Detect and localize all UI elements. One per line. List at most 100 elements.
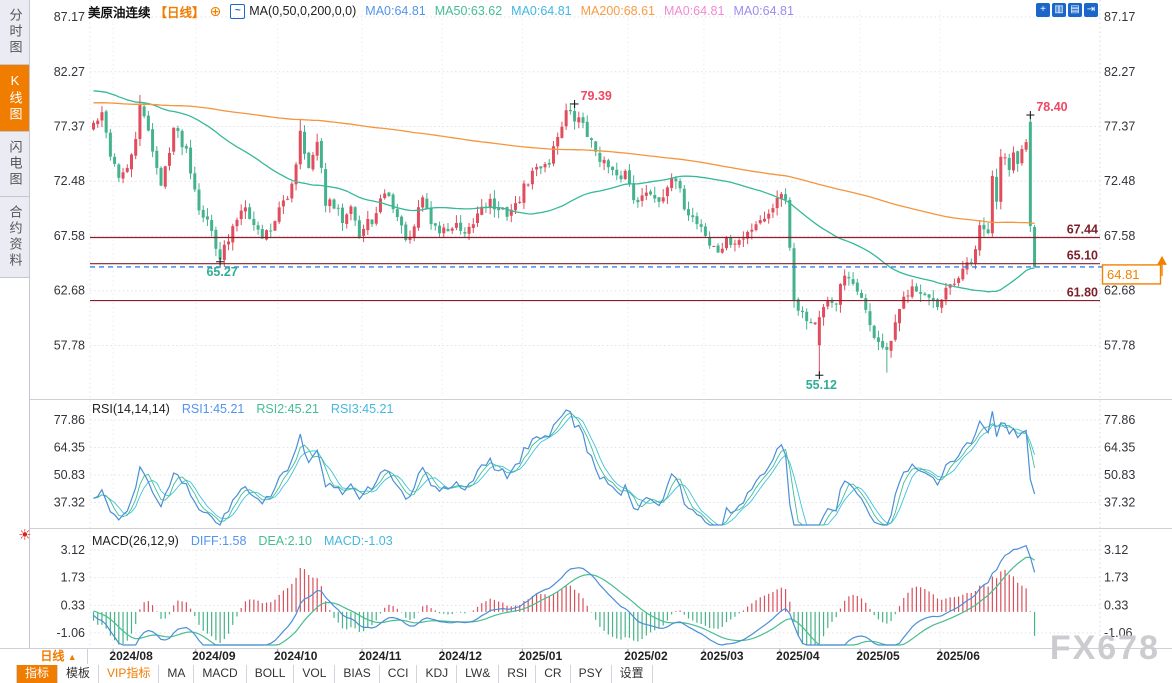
rsi2-line	[93, 412, 1036, 526]
ma-dialog-icon[interactable]: ~	[230, 3, 246, 19]
svg-text:2024/12: 2024/12	[439, 649, 483, 663]
svg-text:61.80: 61.80	[1067, 286, 1098, 300]
svg-text:3.12: 3.12	[1104, 543, 1128, 557]
svg-text:67.58: 67.58	[1104, 229, 1135, 243]
svg-text:2025/01: 2025/01	[519, 649, 563, 663]
toolbar-button-cr[interactable]: CR	[536, 665, 571, 683]
candles-layer	[92, 94, 1037, 376]
toolbar-button-ma[interactable]: MA	[159, 665, 195, 683]
rsi-header: RSI(14,14,14) RSI1:45.21 RSI2:45.21 RSI3…	[92, 401, 393, 416]
sidebar-item-label: K线图	[7, 73, 23, 123]
toolbar-button-kdj[interactable]: KDJ	[417, 665, 458, 683]
svg-text:0.33: 0.33	[61, 598, 85, 612]
ma-value-3: MA200:68.61	[580, 4, 655, 18]
ma-value-5: MA0:64.81	[733, 4, 794, 18]
svg-text:67.44: 67.44	[1067, 223, 1098, 237]
left-sidebar: 分时图 K线图 闪电图 合约资料	[0, 0, 30, 648]
rsi-formula: RSI(14,14,14)	[92, 401, 170, 416]
macd-formula: MACD(26,12,9)	[92, 533, 179, 548]
current-price-arrow	[1157, 255, 1167, 265]
sidebar-item-label: 分时图	[7, 8, 23, 56]
ma-value-4: MA0:64.81	[664, 4, 725, 18]
svg-text:2024/10: 2024/10	[274, 649, 318, 663]
svg-text:-1.06: -1.06	[57, 626, 86, 640]
toolbar-button-rsi[interactable]: RSI	[499, 665, 537, 683]
svg-text:57.78: 57.78	[1104, 338, 1135, 352]
svg-text:50.83: 50.83	[54, 468, 85, 482]
macd-diff-line	[93, 544, 1036, 646]
svg-text:2025/06: 2025/06	[937, 649, 981, 663]
svg-text:2024/09: 2024/09	[192, 649, 236, 663]
compare-plus-icon[interactable]: ⊕	[209, 2, 222, 19]
rsi3-value: RSI3:45.21	[330, 401, 394, 416]
sidebar-item-lightning-chart[interactable]: 闪电图	[0, 132, 29, 197]
svg-text:57.78: 57.78	[54, 338, 85, 352]
svg-text:0.33: 0.33	[1104, 598, 1128, 612]
toolbar-button-cci[interactable]: CCI	[380, 665, 418, 683]
sidebar-item-kline-chart[interactable]: K线图	[0, 65, 29, 132]
svg-text:62.68: 62.68	[1104, 284, 1135, 298]
svg-text:2024/08: 2024/08	[109, 649, 153, 663]
toolbar-button-boll[interactable]: BOLL	[247, 665, 295, 683]
svg-text:65.10: 65.10	[1067, 249, 1098, 263]
svg-text:87.17: 87.17	[1104, 10, 1135, 24]
svg-text:55.12: 55.12	[806, 378, 837, 392]
chart-tools: + ▥ ▤ ⇥	[1036, 3, 1098, 17]
rsi3-line	[93, 416, 1036, 526]
toolbar-button-indicator[interactable]: 指标	[16, 665, 59, 683]
rsi1-value: RSI1:45.21	[181, 401, 245, 416]
rsi1-line	[93, 409, 1036, 526]
svg-text:87.17: 87.17	[54, 10, 85, 24]
svg-text:37.32: 37.32	[54, 495, 85, 509]
alert-beacon-icon: ☀	[18, 527, 32, 544]
toolbar-button-macd[interactable]: MACD	[194, 665, 247, 683]
sidebar-item-contract-info[interactable]: 合约资料	[0, 197, 29, 278]
axis-scale-icon[interactable]: ▥	[1052, 3, 1066, 17]
sidebar-item-time-chart[interactable]: 分时图	[0, 0, 29, 65]
ma-formula: MA(0,50,0,200,0,0)	[249, 4, 357, 18]
svg-text:2025/04: 2025/04	[776, 649, 820, 663]
svg-text:-1.06: -1.06	[1104, 626, 1133, 640]
svg-text:64.35: 64.35	[1104, 440, 1135, 454]
period-selector-label: 日线	[40, 649, 65, 663]
toolbar-button-bias[interactable]: BIAS	[335, 665, 380, 683]
svg-text:72.48: 72.48	[54, 174, 85, 188]
sidebar-item-label: 闪电图	[7, 140, 23, 188]
ma-value-0: MA0:64.81	[365, 4, 426, 18]
period-selector[interactable]: 日线 ▲	[30, 649, 88, 664]
svg-text:64.81: 64.81	[1107, 267, 1140, 282]
svg-text:2025/03: 2025/03	[700, 649, 744, 663]
svg-text:37.32: 37.32	[1104, 495, 1135, 509]
ma-value-2: MA0:64.81	[511, 4, 572, 18]
toolbar-button-vip-indicator[interactable]: VIP指标	[99, 665, 160, 683]
symbol-name: 美原油连续	[88, 5, 151, 20]
svg-text:2025/05: 2025/05	[856, 649, 900, 663]
macd-diff-value: DIFF:1.58	[190, 533, 247, 548]
axis-pan-icon[interactable]: ▤	[1068, 3, 1082, 17]
svg-text:72.48: 72.48	[1104, 174, 1135, 188]
toolbar-button-template[interactable]: 模板	[58, 665, 100, 683]
svg-text:2025/02: 2025/02	[624, 649, 668, 663]
svg-text:78.40: 78.40	[1036, 100, 1067, 114]
macd-histogram	[92, 567, 1036, 645]
svg-text:65.27: 65.27	[206, 265, 237, 279]
period-label: 【日线】	[154, 5, 205, 20]
svg-text:64.35: 64.35	[54, 440, 85, 454]
svg-text:50.83: 50.83	[1104, 468, 1135, 482]
svg-text:77.37: 77.37	[54, 120, 85, 134]
svg-text:77.37: 77.37	[1104, 120, 1135, 134]
svg-text:62.68: 62.68	[54, 284, 85, 298]
exit-right-icon[interactable]: ⇥	[1084, 3, 1098, 17]
toolbar-button-psy[interactable]: PSY	[571, 665, 612, 683]
ma50-line	[93, 90, 1035, 293]
toolbar-button-lw[interactable]: LW&	[457, 665, 500, 683]
toolbar-button-vol[interactable]: VOL	[294, 665, 336, 683]
toolbar-button-settings[interactable]: 设置	[612, 665, 653, 683]
crosshair-icon[interactable]: +	[1036, 3, 1050, 17]
ma-value-1: MA50:63.62	[434, 4, 503, 18]
svg-text:82.27: 82.27	[1104, 65, 1135, 79]
rsi2-value: RSI2:45.21	[256, 401, 319, 416]
indicator-toolbar: 指标 模板 VIP指标 MA MACD BOLL VOL BIAS CCI KD…	[0, 665, 1172, 683]
